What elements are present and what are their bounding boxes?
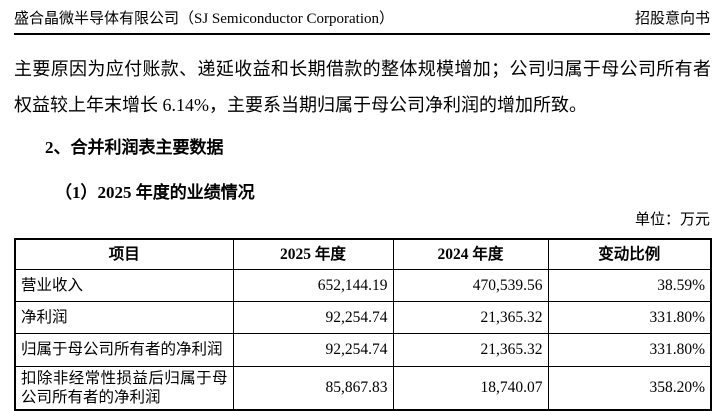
table-row: 归属于母公司所有者的净利润 92,254.74 21,365.32 331.80… [14, 332, 712, 367]
unit-note: 单位：万元 [634, 212, 710, 228]
row-label: 扣除非经常性损益后归属于母公司所有者的净利润 [14, 365, 234, 410]
header-cell-2024: 2024 年度 [392, 238, 549, 270]
subsection-heading: （1）2025 年度的业绩情况 [55, 183, 255, 202]
value-2024: 470,539.56 [392, 268, 549, 302]
value-2024: 21,365.32 [392, 300, 549, 334]
document-type-label: 招股意向书 [634, 11, 710, 27]
value-2025: 85,867.83 [232, 365, 394, 410]
value-change: 331.80% [547, 300, 712, 334]
value-change: 358.20% [547, 365, 712, 410]
value-2024: 21,365.32 [392, 332, 549, 367]
company-name: 盛合晶微半导体有限公司（SJ Semiconductor Corporation… [14, 11, 394, 27]
financial-table: 项目 2025 年度 2024 年度 变动比例 营业收入 652,144.19 … [14, 238, 712, 411]
section-heading: 2、合并利润表主要数据 [45, 138, 224, 157]
value-change: 331.80% [547, 332, 712, 367]
value-change: 38.59% [547, 268, 712, 302]
table-row: 扣除非经常性损益后归属于母公司所有者的净利润 85,867.83 18,740.… [14, 365, 712, 410]
header-cell-2025: 2025 年度 [232, 238, 394, 270]
table-header-row: 项目 2025 年度 2024 年度 变动比例 [14, 238, 712, 270]
header-cell-item: 项目 [14, 238, 234, 270]
table-row: 营业收入 652,144.19 470,539.56 38.59% [14, 268, 712, 302]
value-2025: 92,254.74 [232, 332, 394, 367]
header-cell-change: 变动比例 [547, 238, 712, 270]
table-row: 净利润 92,254.74 21,365.32 331.80% [14, 300, 712, 334]
value-2025: 92,254.74 [232, 300, 394, 334]
value-2025: 652,144.19 [232, 268, 394, 302]
row-label: 营业收入 [14, 268, 234, 302]
page-header: 盛合晶微半导体有限公司（SJ Semiconductor Corporation… [14, 9, 710, 35]
body-paragraph: 主要原因为应付账款、递延收益和长期借款的整体规模增加；公司归属于母公司所有者权益… [14, 59, 711, 115]
value-2024: 18,740.07 [392, 365, 549, 410]
row-label: 归属于母公司所有者的净利润 [14, 332, 234, 367]
row-label: 净利润 [14, 300, 234, 334]
